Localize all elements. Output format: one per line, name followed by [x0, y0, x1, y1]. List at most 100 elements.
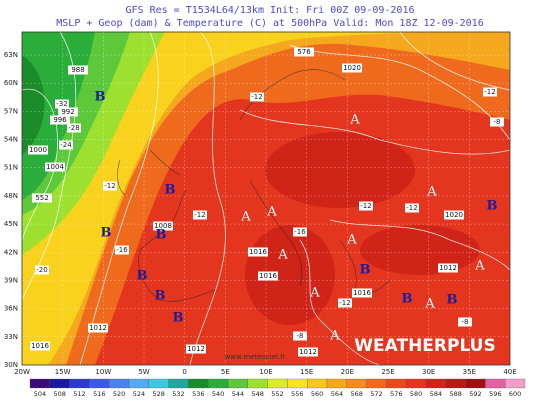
colorbar-swatch: [386, 378, 407, 389]
temperature-label: -12: [360, 202, 371, 210]
colorbar-label: 580: [410, 390, 422, 398]
low-marker: B: [165, 183, 176, 198]
high-marker: A: [349, 113, 360, 128]
low-marker: B: [155, 289, 166, 304]
label-box: [35, 265, 49, 275]
colorbar-swatch: [346, 378, 367, 389]
high-marker: A: [277, 248, 288, 263]
temperature-label: -8: [494, 118, 501, 126]
colorbar-swatch: [406, 378, 427, 389]
colorbar-swatch: [49, 378, 70, 389]
colorbar-swatch: [148, 378, 169, 389]
label-box: [58, 107, 78, 117]
colorbar: 504 508 512 516 520 524 528 532 536 540 544 548 552 5…: [29, 378, 526, 398]
low-marker: B: [402, 292, 413, 307]
temperature-label: -24: [60, 141, 72, 149]
label-box: [55, 99, 69, 109]
colorbar-label: 572: [370, 390, 382, 398]
colorbar-label: 544: [232, 390, 244, 398]
colorbar-label: 564: [331, 390, 343, 398]
colorbar-label: 512: [73, 390, 85, 398]
high-marker: A: [266, 205, 277, 220]
temperature-label: -12: [251, 93, 262, 101]
colorbar-label: 556: [291, 390, 303, 398]
lat-label: 51N: [4, 164, 18, 172]
pressure-label: 1016: [259, 272, 277, 280]
colorbar-label: 540: [212, 390, 224, 398]
lon-label: 35E: [463, 368, 476, 376]
field-darkred: [265, 132, 415, 208]
label-box: [342, 63, 362, 73]
colorbar-label: 504: [34, 390, 46, 398]
lon-label: 0: [182, 368, 186, 376]
graticule: [22, 32, 510, 365]
label-box: [115, 245, 129, 255]
colorbar-swatch: [29, 378, 50, 389]
lat-label: 39N: [4, 276, 18, 284]
lon-label: 30E: [422, 368, 435, 376]
label-box: [258, 271, 278, 281]
pressure-label: 996: [53, 116, 67, 124]
temperature-label: -12: [406, 204, 417, 212]
colorbar-label: 552: [271, 390, 283, 398]
temperature-label: -12: [104, 182, 115, 190]
label-box: [153, 221, 173, 231]
lat-label: 45N: [4, 220, 18, 228]
label-box: [298, 347, 318, 357]
lat-label: 57N: [4, 107, 18, 115]
label-box: [438, 263, 458, 273]
low-marker: B: [173, 311, 184, 326]
colorbar-swatch: [69, 378, 90, 389]
high-marker: A: [240, 210, 251, 225]
low-marker: B: [95, 90, 106, 105]
header-line: GFS Res = T1534L64/13km Init: Fri 00Z 09…: [126, 5, 415, 16]
label-box: [50, 115, 70, 125]
pressure-label: 1016: [353, 289, 371, 297]
lat-label: 42N: [4, 248, 18, 256]
lon-label: 20E: [341, 368, 354, 376]
colorbar-label: 560: [311, 390, 323, 398]
colorbar-label: 536: [192, 390, 204, 398]
pressure-label: 1020: [445, 211, 463, 219]
pressure-label: 576: [297, 48, 311, 56]
temperature-label: -12: [194, 211, 205, 219]
high-marker: A: [309, 286, 320, 301]
field-deepgreen: [22, 55, 45, 155]
colorbar-swatch: [307, 378, 328, 389]
pressure-label: 1016: [249, 248, 267, 256]
field-darkred: [360, 225, 480, 275]
label-box: [28, 145, 48, 155]
colorbar-swatch: [247, 378, 268, 389]
colorbar-swatch: [287, 378, 308, 389]
header-line: MSLP + Geop (dam) & Temperature (C) at 5…: [56, 18, 483, 29]
colorbar-label: 584: [430, 390, 442, 398]
colorbar-swatch: [208, 378, 229, 389]
label-box: [359, 201, 373, 211]
colorbar-label: 524: [133, 390, 145, 398]
label-box: [32, 193, 52, 203]
map-frame: [21, 31, 511, 366]
colorbar-swatch: [227, 378, 248, 389]
lon-label: 25E: [381, 368, 394, 376]
colorbar-swatch: [485, 378, 506, 389]
label-box: [352, 288, 372, 298]
label-box: [186, 344, 206, 354]
colorbar-label: 548: [251, 390, 263, 398]
high-marker: A: [426, 185, 437, 200]
lat-label: 54N: [4, 136, 18, 144]
label-box: [30, 341, 50, 351]
colorbar-swatch: [109, 378, 130, 389]
low-marker: B: [101, 226, 112, 241]
colorbar-swatch: [445, 378, 466, 389]
label-box: [103, 181, 117, 191]
lat-label: 48N: [4, 192, 18, 200]
colorbar-label: 528: [152, 390, 164, 398]
lon-label: 5E: [221, 368, 230, 376]
temperature-label: -8: [462, 318, 469, 326]
temperature-label: -12: [339, 299, 350, 307]
pressure-label: 1012: [187, 345, 205, 353]
low-marker: B: [447, 293, 458, 308]
pressure-label: 992: [61, 108, 74, 116]
